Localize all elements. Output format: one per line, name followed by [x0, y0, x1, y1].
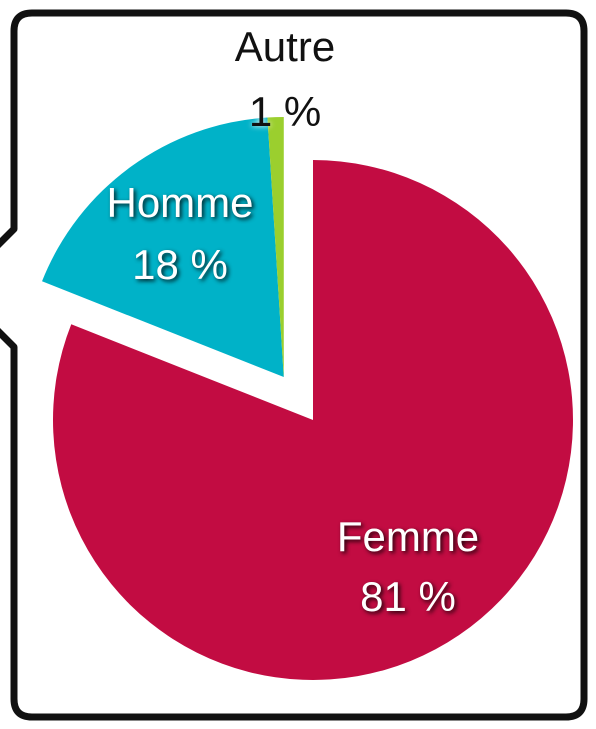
- slice-value-label: 1 %: [249, 88, 321, 135]
- pie: [42, 116, 573, 681]
- pie-slice: [42, 117, 284, 377]
- slice-category-label: Homme: [106, 179, 253, 226]
- pie-slice: [52, 160, 573, 681]
- slice-category-label: Femme: [337, 513, 479, 560]
- slice-category-label: Autre: [235, 23, 335, 70]
- slice-value-label: 81 %: [360, 573, 456, 620]
- pie-labels: Femme 81 % Homme 18 % Autre 1 %: [106, 23, 479, 620]
- pie-slice: [267, 116, 284, 377]
- slice-value-label: 18 %: [132, 241, 228, 288]
